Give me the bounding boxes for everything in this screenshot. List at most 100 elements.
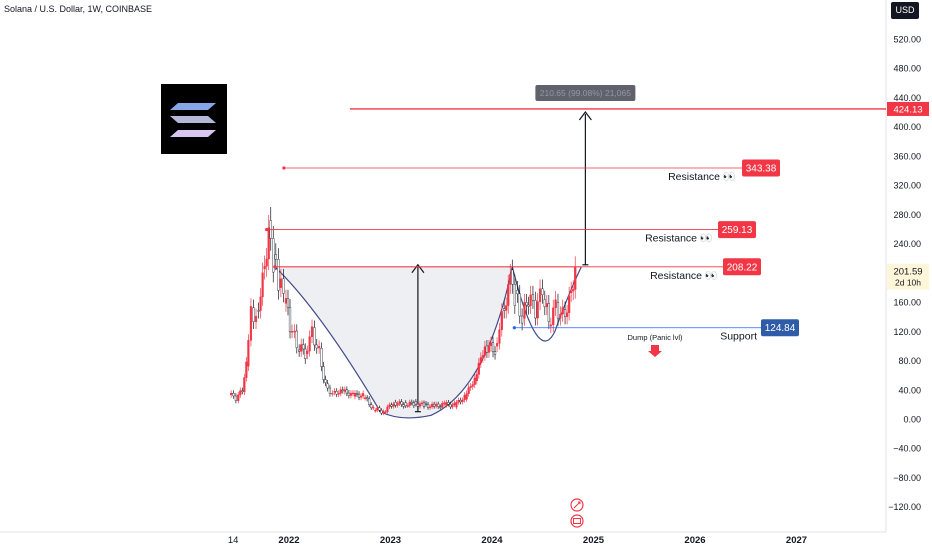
time-tick-label: 14	[228, 535, 239, 546]
candle-body	[495, 343, 499, 347]
target-price-badge	[887, 101, 929, 116]
price-tick-label: 160.00	[893, 298, 921, 308]
candle-body	[505, 305, 508, 311]
candle-body	[320, 348, 323, 367]
price-tick-label: 520.00	[893, 34, 921, 44]
candle-body	[261, 272, 264, 298]
candle-body	[263, 266, 266, 270]
resistance-value-badge	[718, 221, 756, 239]
candle-body	[459, 399, 462, 403]
candle-body	[443, 402, 446, 405]
candle-body	[554, 299, 557, 309]
price-tick-label: 280.00	[893, 210, 921, 220]
candle-body	[349, 393, 353, 396]
candle-body	[284, 298, 288, 304]
time-tick-label: 2025	[583, 535, 605, 546]
logo-bar-top	[170, 103, 216, 110]
candle-body	[267, 227, 270, 260]
time-axis: 14 2022 2023 2024 2025 2026 2027	[228, 535, 807, 546]
candle-body	[361, 393, 365, 397]
candle-body	[453, 402, 456, 406]
candle-body	[274, 254, 277, 260]
candle-body	[310, 326, 314, 337]
candle-body	[491, 342, 495, 352]
candle-body	[313, 327, 316, 346]
candle-body	[424, 403, 428, 405]
candle-body	[331, 393, 334, 395]
current-price-badge	[887, 263, 929, 290]
price-tick-label: 80.00	[898, 356, 921, 366]
candle-body	[295, 330, 298, 348]
candle-body	[538, 288, 542, 302]
candle-body	[245, 361, 248, 378]
candle-body	[390, 404, 393, 407]
candle-body	[418, 403, 422, 407]
candle-body	[543, 299, 546, 308]
candle-body	[467, 387, 470, 394]
candle-body	[357, 393, 361, 398]
candle-body	[451, 404, 454, 408]
candle-body	[457, 399, 460, 403]
down-arrow-icon	[648, 345, 662, 357]
price-tick-label: 120.00	[893, 327, 921, 337]
candle-body	[521, 315, 524, 324]
candle-body	[428, 406, 432, 408]
candle-body	[239, 390, 242, 396]
candle-body	[465, 393, 468, 400]
candle-body	[561, 307, 564, 315]
candle-body	[441, 403, 444, 408]
candle-body	[435, 403, 438, 407]
resistance-label: Resistance 👀	[650, 270, 718, 282]
candle-body	[463, 394, 466, 401]
candle-body	[304, 348, 307, 360]
candle-body	[298, 349, 301, 352]
support-value-badge	[761, 319, 799, 337]
currency-button[interactable]: USD	[891, 2, 919, 19]
candle-body	[272, 238, 275, 273]
candle-body	[241, 390, 244, 392]
symbol-title: Solana / U.S. Dollar, 1W, COINBASE	[4, 4, 153, 14]
candle-body	[566, 312, 569, 317]
candle-body	[341, 389, 344, 391]
candle-body	[328, 387, 332, 394]
candle-body	[534, 300, 537, 319]
candle-body	[339, 389, 342, 394]
candle-body	[410, 401, 413, 404]
candle-body	[479, 357, 482, 364]
candle-body	[308, 336, 311, 352]
candle-body	[368, 398, 371, 405]
price-tick-label: 400.00	[893, 122, 921, 132]
levels: 343.38 Resistance 👀 259.13 Resistance 👀 208.…	[265, 84, 886, 357]
resistance-value-badge	[723, 258, 761, 276]
candle-body	[232, 393, 235, 397]
candle-body	[290, 331, 294, 333]
candle-body	[286, 298, 290, 308]
candle-body	[396, 403, 399, 406]
candle-body	[300, 344, 303, 352]
candle-body	[500, 311, 503, 331]
level-value-label: 259.13	[722, 225, 753, 236]
candle-body	[247, 340, 250, 367]
support-label: Support	[720, 331, 757, 343]
candle-body	[483, 346, 486, 356]
time-tick-label: 2024	[481, 535, 503, 546]
candle-body	[523, 302, 526, 319]
candle-body	[461, 399, 464, 403]
candle-body	[549, 324, 552, 327]
candle-body	[355, 393, 359, 395]
candle-body	[416, 403, 420, 407]
candle-body	[439, 406, 442, 408]
candle-body	[343, 389, 346, 392]
candle-body	[547, 303, 550, 322]
candle-body	[574, 266, 577, 290]
candle-body	[315, 344, 318, 349]
news-icon[interactable]	[570, 514, 584, 528]
candle-body	[318, 346, 321, 349]
candle-body	[507, 284, 510, 306]
candle-body	[353, 393, 357, 397]
candle-body	[529, 294, 532, 306]
price-series	[230, 207, 577, 416]
level-anchor	[282, 166, 286, 170]
candle-body	[563, 309, 567, 317]
